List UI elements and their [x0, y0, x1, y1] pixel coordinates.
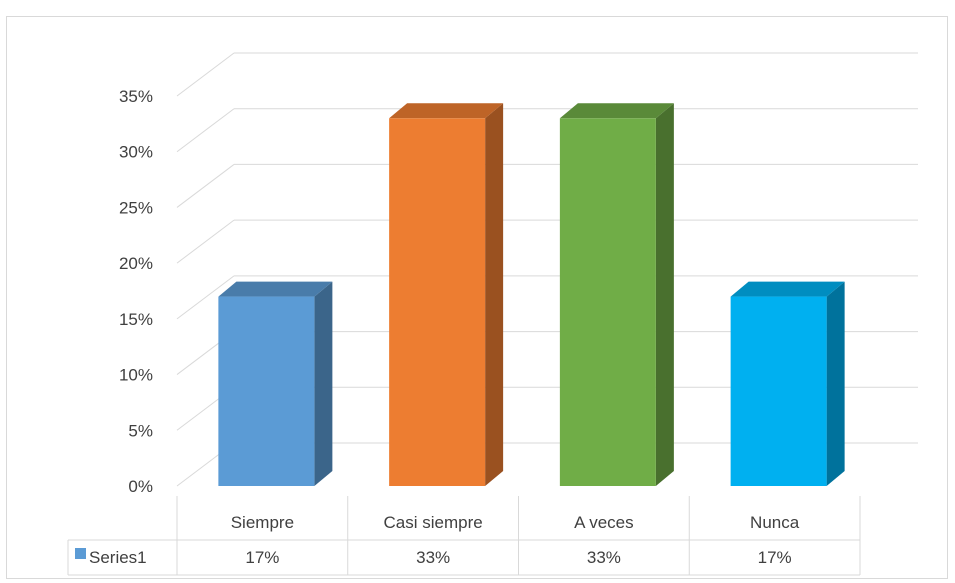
category-label: Nunca	[750, 513, 800, 532]
bar-side	[655, 103, 674, 487]
y-axis-ticks: 0% 5% 10% 15% 20% 25% 30% 35%	[119, 87, 153, 496]
y-tick-label: 15%	[119, 310, 153, 329]
bar-top	[218, 281, 333, 297]
y-tick-label: 0%	[128, 477, 153, 496]
bar-top	[730, 281, 845, 297]
data-table-value: 33%	[416, 548, 450, 567]
category-label: A veces	[574, 513, 634, 532]
data-table-value: 17%	[758, 548, 792, 567]
gridline-diagonal	[176, 108, 235, 153]
data-table: Siempre 17% Casi siempre 33% A veces 33% Nunca…	[67, 496, 861, 576]
data-table-value: 17%	[245, 548, 279, 567]
bar-front	[730, 296, 827, 486]
bar-top	[389, 103, 504, 119]
bar-nunca	[730, 281, 845, 486]
y-tick-label: 30%	[119, 143, 153, 162]
gridline-diagonal	[176, 275, 235, 320]
legend-swatch	[75, 548, 86, 559]
bars	[218, 103, 845, 487]
y-tick-label: 35%	[119, 87, 153, 106]
category-label: Casi siempre	[384, 513, 483, 532]
bar-front	[559, 118, 656, 487]
bar-side	[314, 281, 333, 486]
y-tick-label: 10%	[119, 366, 153, 385]
y-tick-label: 20%	[119, 254, 153, 273]
bar-a-veces	[559, 103, 674, 487]
gridline-diagonal	[176, 219, 235, 264]
legend-series-name: Series1	[89, 548, 147, 567]
y-tick-label: 25%	[119, 198, 153, 217]
category-label: Siempre	[231, 513, 294, 532]
bar-front	[389, 118, 486, 487]
data-table-value: 33%	[587, 548, 621, 567]
gridline-diagonal	[176, 52, 235, 97]
bar-casi-siempre	[389, 103, 504, 487]
y-tick-label: 5%	[128, 421, 153, 440]
bar-top	[559, 103, 674, 119]
bar-side	[826, 281, 845, 486]
gridline-diagonal	[176, 164, 235, 208]
bar-siempre	[218, 281, 333, 486]
bar-side	[485, 103, 504, 487]
bar-front	[218, 296, 315, 486]
